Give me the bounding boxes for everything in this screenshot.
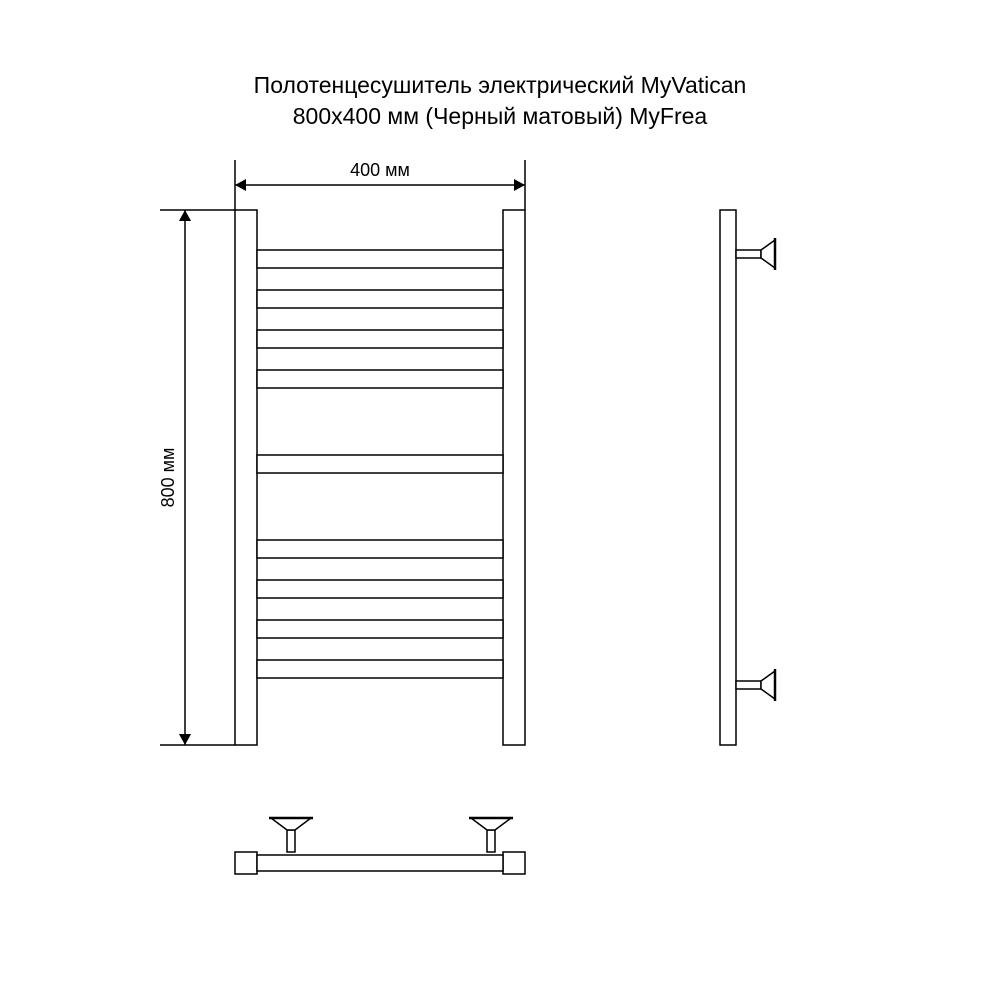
title-line-1: Полотенцесушитель электрический MyVatica… bbox=[254, 72, 747, 98]
technical-drawing: 400 мм 800 мм bbox=[0, 0, 1000, 1000]
svg-text:800 мм: 800 мм bbox=[158, 448, 178, 508]
title-line-2: 800x400 мм (Черный матовый) MyFrea bbox=[293, 103, 707, 129]
page: Полотенцесушитель электрический MyVatica… bbox=[0, 0, 1000, 1000]
svg-text:400 мм: 400 мм bbox=[350, 160, 410, 180]
product-title: Полотенцесушитель электрический MyVatica… bbox=[0, 70, 1000, 132]
